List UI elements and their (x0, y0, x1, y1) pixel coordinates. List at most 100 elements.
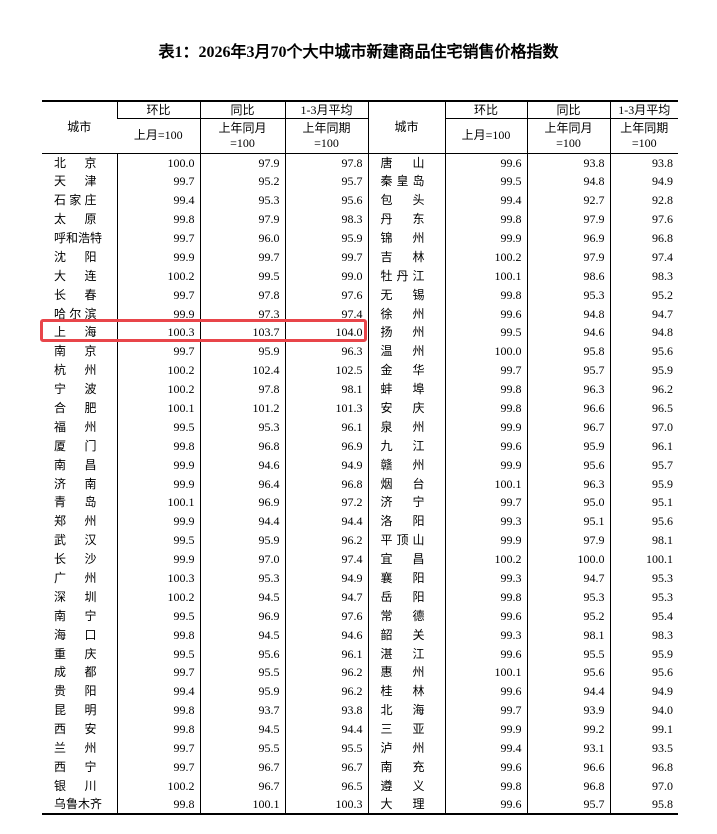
index-value: 99.8 (444, 587, 527, 607)
index-value: 95.9 (199, 341, 285, 361)
index-value: 93.8 (284, 700, 368, 720)
index-value: 100.2 (116, 776, 200, 796)
index-value: 94.8 (526, 304, 610, 324)
index-value: 95.7 (284, 171, 368, 191)
table-body: 北京 100.0 97.9 97.8 唐山 99.6 93.8 93.8 天津 99.7 95.2 9… (42, 153, 678, 815)
group-label: 同比 (199, 101, 285, 119)
index-value: 98.1 (609, 530, 678, 550)
index-value: 96.9 (199, 493, 285, 512)
index-value: 100.1 (444, 663, 527, 682)
city-name: 无锡 (367, 285, 445, 305)
table-row: 乌鲁木齐 99.8 100.1 100.3 大理 99.6 95.7 95.8 (42, 795, 678, 815)
city-name: 西宁 (54, 759, 97, 774)
index-value: 95.2 (526, 606, 610, 626)
table-row: 天津 99.7 95.2 95.7 秦皇岛 99.5 94.8 94.9 (42, 171, 678, 191)
index-value: 97.9 (526, 530, 610, 550)
table-header: 城市 环比 同比 1-3月平均 城市 环比 同比 1-3月平均 上月=100 上… (42, 101, 678, 154)
index-value: 99.7 (199, 247, 285, 267)
city-name: 金华 (367, 360, 445, 380)
index-value: 95.5 (199, 663, 285, 682)
index-value: 99.6 (444, 304, 527, 324)
highlight-box (40, 319, 367, 342)
index-value: 99.8 (444, 776, 527, 796)
index-value: 101.3 (284, 398, 368, 418)
index-value: 99.9 (444, 530, 527, 550)
table-row: 福州 99.5 95.3 96.1 泉州 99.9 96.7 97.0 (42, 417, 678, 437)
table-row: 武汉 99.5 95.9 96.2 平顶山 99.9 97.9 98.1 (42, 530, 678, 550)
index-value: 94.6 (284, 625, 368, 645)
index-value: 97.6 (609, 209, 678, 229)
index-value: 97.0 (609, 417, 678, 437)
city-name: 济宁 (367, 493, 445, 512)
index-value: 104.0 (284, 323, 368, 342)
index-value: 100.1 (199, 795, 285, 815)
city-name: 牡丹江 (367, 266, 445, 286)
group-sub-text: 上年同月=100 (218, 120, 267, 150)
index-value: 95.3 (199, 568, 285, 588)
group-sub-text: 上年同期=100 (302, 120, 351, 150)
index-value: 99.6 (444, 757, 527, 777)
index-value: 100.1 (444, 266, 527, 286)
city-name: 大理 (367, 795, 445, 815)
city-name: 锦州 (367, 228, 445, 248)
city-name: 郑州 (54, 514, 97, 529)
table-row: 厦门 99.8 96.8 96.9 九江 99.6 95.9 96.1 (42, 436, 678, 456)
city-name: 泉州 (367, 417, 445, 437)
group-label: 1-3月平均 (609, 101, 678, 119)
table-row: 杭州 100.2 102.4 102.5 金华 99.7 95.7 95.9 (42, 360, 678, 380)
group-sub-text: 上年同期=100 (620, 120, 669, 150)
index-value: 100.1 (116, 398, 200, 418)
index-value: 99.4 (444, 190, 527, 210)
city-name: 唐山 (367, 153, 445, 172)
index-value: 99.9 (116, 247, 200, 267)
group-label: 同比 (526, 101, 610, 119)
index-value: 94.9 (284, 455, 368, 475)
city-name: 烟台 (367, 474, 445, 494)
city-name: 海口 (54, 627, 97, 642)
city-name: 沈阳 (54, 249, 97, 264)
index-value: 97.0 (609, 776, 678, 796)
index-value: 99.3 (444, 625, 527, 645)
index-value: 99.6 (444, 644, 527, 664)
index-value: 96.6 (526, 398, 610, 418)
index-value: 94.5 (199, 625, 285, 645)
index-value: 92.7 (526, 190, 610, 210)
table-row: 银川 100.2 96.7 96.5 遵义 99.8 96.8 97.0 (42, 776, 678, 796)
index-value: 97.8 (284, 153, 368, 172)
index-value: 97.3 (199, 304, 285, 324)
group-sub: 上年同月=100 (199, 118, 285, 154)
index-value: 96.6 (526, 757, 610, 777)
index-value: 96.7 (284, 757, 368, 777)
city-name: 惠州 (367, 663, 445, 682)
index-value: 96.0 (199, 228, 285, 248)
index-value: 96.7 (199, 776, 285, 796)
group-label: 环比 (116, 101, 200, 119)
group-label: 环比 (444, 101, 527, 119)
index-value: 94.8 (526, 171, 610, 191)
index-value: 100.3 (284, 795, 368, 815)
index-value: 94.5 (199, 587, 285, 607)
city-name: 太原 (54, 212, 97, 227)
index-value: 100.0 (444, 341, 527, 361)
index-value: 94.9 (609, 681, 678, 701)
table-row: 西宁 99.7 96.7 96.7 南充 99.6 96.6 96.8 (42, 757, 678, 777)
index-value: 97.8 (199, 285, 285, 305)
index-value: 96.9 (526, 228, 610, 248)
index-value: 95.3 (199, 190, 285, 210)
index-value: 96.1 (284, 417, 368, 437)
index-value: 98.3 (609, 625, 678, 645)
table-row: 济南 99.9 96.4 96.8 烟台 100.1 96.3 95.9 (42, 474, 678, 494)
index-value: 99.5 (116, 644, 200, 664)
index-value: 99.0 (284, 266, 368, 286)
index-value: 95.2 (199, 171, 285, 191)
city-name: 三亚 (367, 719, 445, 739)
index-value: 99.7 (116, 171, 200, 191)
index-value: 99.8 (444, 285, 527, 305)
index-value: 99.9 (444, 228, 527, 248)
index-value: 98.1 (526, 625, 610, 645)
city-name: 济南 (54, 476, 97, 491)
index-value: 96.9 (284, 436, 368, 456)
index-value: 100.2 (444, 549, 527, 569)
table-row: 重庆 99.5 95.6 96.1 湛江 99.6 95.5 95.9 (42, 644, 678, 664)
